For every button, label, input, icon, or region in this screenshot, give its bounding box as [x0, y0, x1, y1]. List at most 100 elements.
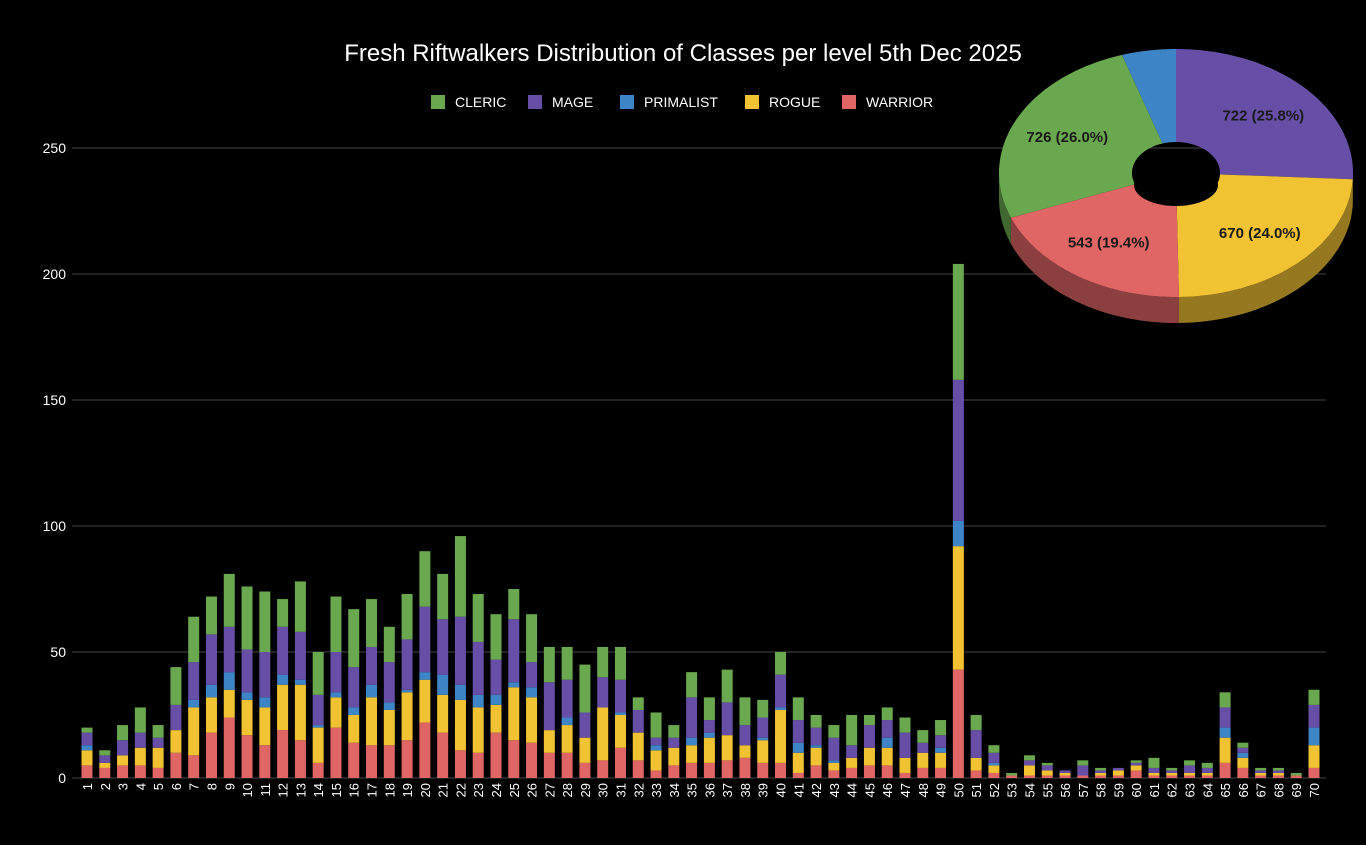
bar-mage-6 [170, 704, 182, 731]
bar-mage-51 [970, 730, 982, 758]
bar-primalist-25 [508, 682, 520, 688]
bar-rogue-9 [223, 689, 235, 718]
bar-warrior-30 [597, 760, 609, 778]
bar-cleric-13 [294, 581, 306, 632]
x-tick-label: 18 [382, 783, 397, 797]
bar-warrior-27 [543, 752, 555, 778]
bar-warrior-25 [508, 740, 520, 778]
bar-rogue-61 [1148, 772, 1160, 776]
legend: CLERIC MAGE PRIMALIST ROGUE WARRIOR [431, 94, 933, 110]
bar-mage-12 [277, 626, 289, 675]
bar-rogue-60 [1130, 765, 1142, 771]
bar-cleric-43 [828, 725, 840, 738]
bar-warrior-41 [792, 772, 804, 778]
bar-cleric-33 [650, 712, 662, 738]
x-tick-label: 63 [1183, 783, 1198, 797]
bars [81, 263, 1320, 778]
bar-warrior-51 [970, 770, 982, 778]
bar-primalist-28 [561, 717, 573, 726]
bar-cleric-44 [846, 715, 858, 746]
bar-primalist-21 [437, 674, 449, 695]
bar-cleric-68 [1272, 767, 1284, 771]
bar-rogue-42 [810, 747, 822, 766]
bar-warrior-9 [223, 717, 235, 778]
bar-warrior-29 [579, 762, 591, 778]
bar-mage-25 [508, 619, 520, 683]
x-tick-label: 22 [453, 783, 468, 797]
bar-warrior-65 [1219, 762, 1231, 778]
x-tick-label: 67 [1254, 783, 1269, 797]
bar-primalist-13 [294, 679, 306, 685]
bar-warrior-45 [863, 765, 875, 778]
bar-rogue-30 [597, 707, 609, 761]
bar-cleric-7 [188, 616, 200, 663]
bar-warrior-19 [401, 740, 413, 778]
bar-rogue-68 [1272, 772, 1284, 776]
bar-mage-24 [490, 659, 502, 695]
x-tick-label: 52 [987, 783, 1002, 797]
bar-mage-65 [1219, 707, 1231, 728]
bar-warrior-40 [775, 762, 787, 778]
bar-rogue-2 [99, 762, 111, 768]
bar-mage-2 [99, 755, 111, 763]
y-tick-label: 250 [43, 140, 67, 156]
bar-rogue-65 [1219, 737, 1231, 763]
bar-rogue-67 [1255, 772, 1267, 776]
bar-cleric-11 [259, 591, 271, 652]
donut-side-warrior [1010, 217, 1179, 323]
bar-cleric-57 [1077, 760, 1089, 766]
bar-warrior-11 [259, 745, 271, 778]
bar-warrior-63 [1184, 775, 1196, 778]
x-tick-label: 64 [1200, 783, 1215, 797]
bar-cleric-46 [881, 707, 893, 721]
bar-warrior-24 [490, 732, 502, 778]
bar-warrior-48 [917, 767, 929, 778]
x-tick-label: 36 [702, 783, 717, 797]
bar-warrior-43 [828, 770, 840, 778]
bar-rogue-43 [828, 762, 840, 771]
bar-rogue-22 [454, 699, 466, 751]
bar-rogue-4 [134, 747, 146, 766]
x-tick-label: 20 [418, 783, 433, 797]
x-tick-label: 49 [934, 783, 949, 797]
bar-warrior-59 [1112, 775, 1124, 778]
bar-warrior-13 [294, 740, 306, 778]
bar-cleric-39 [757, 699, 769, 718]
bar-rogue-70 [1308, 745, 1320, 768]
bar-rogue-21 [437, 694, 449, 733]
x-tick-label: 10 [240, 783, 255, 797]
bar-primalist-11 [259, 697, 271, 708]
y-axis: 0 50 100 150 200 250 [43, 140, 67, 786]
bar-cleric-36 [703, 697, 715, 721]
bar-warrior-37 [721, 760, 733, 778]
bar-cleric-53 [1006, 772, 1018, 776]
bar-rogue-12 [277, 684, 289, 731]
x-tick-label: 29 [578, 783, 593, 797]
bar-primalist-15 [330, 692, 342, 698]
x-tick-label: 69 [1289, 783, 1304, 797]
bar-cleric-55 [1041, 762, 1053, 766]
bar-rogue-10 [241, 699, 253, 736]
bar-mage-9 [223, 626, 235, 673]
legend-label: ROGUE [769, 94, 820, 110]
bar-cleric-38 [739, 697, 751, 726]
bar-primalist-50 [952, 520, 964, 547]
bar-rogue-28 [561, 725, 573, 753]
bar-warrior-47 [899, 772, 911, 778]
bar-primalist-31 [614, 712, 626, 715]
bar-mage-46 [881, 720, 893, 738]
bar-rogue-66 [1237, 757, 1249, 768]
bar-rogue-20 [419, 679, 431, 723]
bar-cleric-28 [561, 646, 573, 680]
bar-primalist-16 [348, 707, 360, 715]
x-tick-label: 61 [1147, 783, 1162, 797]
x-tick-label: 4 [133, 783, 148, 790]
chart-title: Fresh Riftwalkers Distribution of Classe… [344, 40, 1022, 67]
x-tick-label: 8 [204, 783, 219, 790]
bar-warrior-31 [614, 747, 626, 778]
bar-cleric-14 [312, 652, 324, 695]
bar-rogue-55 [1041, 770, 1053, 776]
bar-rogue-52 [988, 765, 1000, 773]
x-tick-label: 16 [347, 783, 362, 797]
bar-mage-32 [632, 709, 644, 733]
